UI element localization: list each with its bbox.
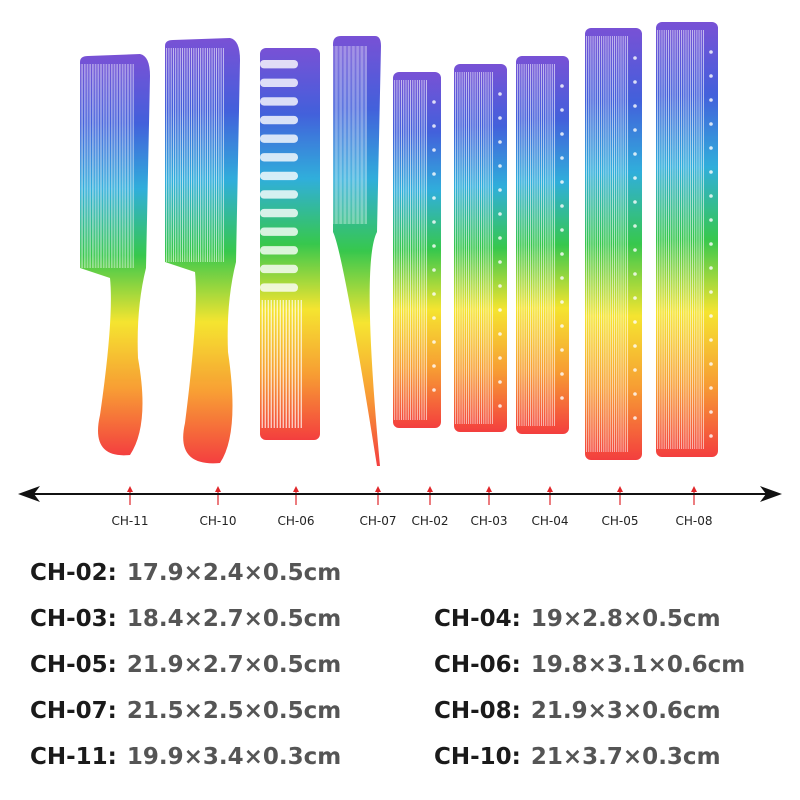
spec-code: CH-08:	[434, 698, 521, 724]
spec-item: CH-08: 21.9×3×0.6cm	[434, 698, 721, 724]
comb-ch-10	[165, 38, 240, 464]
axis-tick-arrowhead	[547, 486, 553, 492]
axis-tick-arrowhead	[127, 486, 133, 492]
comb-body	[516, 56, 569, 434]
comb-label: CH-03	[470, 514, 508, 528]
spec-dims: 21.9×3×0.6cm	[530, 698, 721, 724]
comb-handle	[80, 54, 150, 456]
comb-ch-07	[333, 36, 381, 466]
spec-code: CH-11:	[30, 744, 117, 770]
comb-ch-11	[80, 54, 150, 456]
spec-dims: 21.5×2.5×0.5cm	[126, 698, 342, 724]
spec-code: CH-02:	[30, 560, 117, 586]
spec-item: CH-06: 19.8×3.1×0.6cm	[434, 652, 745, 678]
spec-dims: 19.9×3.4×0.3cm	[126, 744, 342, 770]
comb-label: CH-02	[411, 514, 449, 528]
spec-item: CH-03: 18.4×2.7×0.5cm	[30, 606, 341, 632]
spec-dims: 17.9×2.4×0.5cm	[126, 560, 342, 586]
spec-item: CH-07: 21.5×2.5×0.5cm	[30, 698, 341, 724]
spec-code: CH-05:	[30, 652, 117, 678]
spec-dims: 19×2.8×0.5cm	[530, 606, 721, 632]
comb-ch-03	[454, 64, 507, 432]
size-axis	[18, 486, 782, 505]
combs-illustration	[18, 22, 782, 505]
comb-label: CH-04	[531, 514, 569, 528]
comb-body	[585, 28, 642, 460]
comb-label: CH-11	[111, 514, 149, 528]
axis-tick-arrowhead	[215, 486, 221, 492]
spec-item: CH-05: 21.9×2.7×0.5cm	[30, 652, 341, 678]
comb-body	[333, 36, 381, 466]
comb-body	[454, 64, 507, 432]
spec-code: CH-06:	[434, 652, 521, 678]
spec-item: CH-10: 21×3.7×0.3cm	[434, 744, 721, 770]
comb-ch-06	[260, 48, 320, 440]
axis-tick-arrowhead	[691, 486, 697, 492]
axis-tick-arrowhead	[293, 486, 299, 492]
comb-body	[260, 48, 320, 440]
axis-arrow-right	[760, 486, 782, 502]
spec-item: CH-04: 19×2.8×0.5cm	[434, 606, 721, 632]
axis-tick-arrowhead	[375, 486, 381, 492]
comb-ch-08	[656, 22, 718, 457]
comb-ch-04	[516, 56, 569, 434]
comb-label: CH-06	[277, 514, 315, 528]
axis-tick-arrowhead	[486, 486, 492, 492]
axis-tick-arrowhead	[427, 486, 433, 492]
spec-item: CH-11: 19.9×3.4×0.3cm	[30, 744, 341, 770]
spec-code: CH-03:	[30, 606, 117, 632]
spec-item: CH-02: 17.9×2.4×0.5cm	[30, 560, 341, 586]
comb-label: CH-08	[675, 514, 713, 528]
axis-arrow-left	[18, 486, 40, 502]
spec-dims: 21.9×2.7×0.5cm	[126, 652, 342, 678]
comb-label: CH-10	[199, 514, 237, 528]
spec-code: CH-04:	[434, 606, 521, 632]
spec-dims: 21×3.7×0.3cm	[530, 744, 721, 770]
comb-label: CH-07	[359, 514, 397, 528]
spec-code: CH-10:	[434, 744, 521, 770]
comb-ch-02	[393, 72, 441, 428]
comb-body	[656, 22, 718, 457]
spec-code: CH-07:	[30, 698, 117, 724]
comb-label: CH-05	[601, 514, 639, 528]
spec-dims: 19.8×3.1×0.6cm	[530, 652, 746, 678]
comb-ch-05	[585, 28, 642, 460]
comb-handle	[165, 38, 240, 464]
axis-tick-arrowhead	[617, 486, 623, 492]
spec-dims: 18.4×2.7×0.5cm	[126, 606, 342, 632]
